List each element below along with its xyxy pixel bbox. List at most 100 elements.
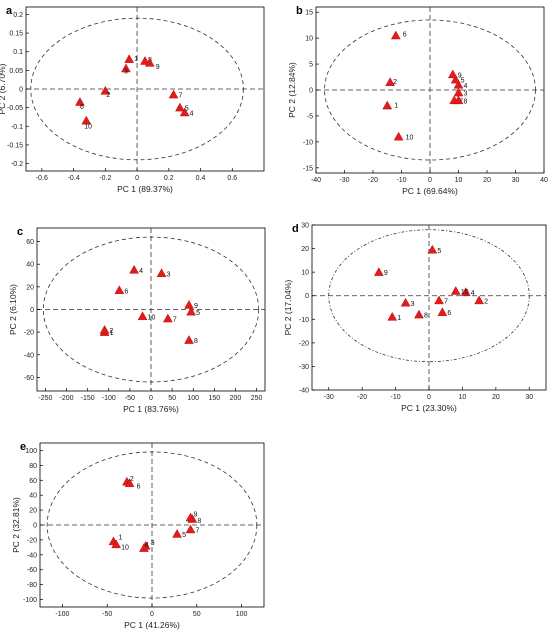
x-tick-label: -100: [102, 395, 116, 402]
x-tick-label: -10: [391, 394, 401, 401]
data-point-label: 8: [197, 518, 201, 525]
data-point-label: 4: [464, 83, 468, 90]
data-point-marker: [81, 115, 92, 125]
y-tick-label: -60: [27, 567, 37, 574]
data-point-label: 10: [148, 314, 156, 321]
y-axis-label: PC 2 (6.70%): [0, 63, 7, 114]
data-point-label: 5: [461, 78, 465, 85]
y-tick-label: -40: [299, 388, 309, 395]
y-tick-label: 0: [33, 523, 37, 530]
y-tick-label: -0.2: [11, 161, 23, 168]
data-point-marker: [450, 74, 461, 84]
data-point-marker: [447, 69, 458, 79]
data-point-marker: [382, 100, 393, 110]
data-point-label: 8: [424, 313, 428, 320]
data-point-label: 6: [80, 104, 84, 111]
y-tick-label: 15: [305, 10, 313, 17]
data-point-marker: [184, 335, 194, 344]
data-point-label: 3: [167, 271, 171, 278]
data-point-label: 3: [124, 69, 128, 76]
data-point-label: 9: [194, 512, 198, 519]
x-tick-label: -200: [60, 395, 74, 402]
x-axis-label: PC 1 (41.26%): [124, 620, 180, 630]
data-point-label: 2: [130, 476, 134, 483]
y-tick-label: -10: [299, 317, 309, 324]
y-tick-label: 0: [19, 87, 23, 94]
data-point-marker: [124, 478, 135, 487]
y-tick-label: -0.05: [7, 105, 23, 112]
x-tick-label: 0.2: [164, 175, 174, 182]
data-point-label: 1: [110, 330, 114, 337]
x-tick-label: 30: [525, 394, 533, 401]
x-tick-label: 20: [492, 394, 500, 401]
data-point-label: 5: [196, 310, 200, 317]
data-point-label: 1: [397, 315, 401, 322]
data-point-marker: [185, 524, 196, 534]
x-axis-label: PC 1 (89.37%): [117, 184, 173, 194]
x-tick-label: -100: [55, 611, 69, 618]
x-tick-label: -10: [396, 177, 406, 184]
x-tick-label: -40: [311, 177, 321, 184]
y-tick-label: -80: [27, 582, 37, 589]
y-tick-label: 0.15: [9, 31, 23, 38]
y-tick-label: 20: [301, 246, 309, 253]
data-point-label: 7: [196, 527, 200, 534]
data-point-marker: [427, 244, 438, 254]
data-point-label: 9: [194, 303, 198, 310]
data-point-label: 7: [173, 317, 177, 324]
panel-letter: a: [6, 5, 13, 17]
x-tick-label: -250: [38, 395, 52, 402]
x-tick-label: 10: [455, 177, 463, 184]
x-tick-label: -50: [125, 395, 135, 402]
y-tick-label: 0.05: [9, 68, 23, 75]
x-tick-label: -150: [81, 395, 95, 402]
data-point-label: 10: [121, 544, 129, 551]
y-tick-label: 0: [309, 88, 313, 95]
y-tick-label: 10: [301, 270, 309, 277]
y-axis-label: PC 2 (12.84%): [287, 62, 297, 118]
y-tick-label: 20: [26, 284, 34, 291]
data-point-marker: [400, 297, 411, 307]
data-point-marker: [75, 97, 85, 106]
data-point-label: 6: [403, 32, 407, 39]
data-point-label: 6: [447, 310, 451, 317]
y-tick-label: 80: [29, 463, 37, 470]
data-point-label: 3: [411, 301, 415, 308]
y-tick-label: -10: [303, 139, 313, 146]
data-point-label: 5: [182, 532, 186, 539]
x-tick-label: 0: [135, 175, 139, 182]
data-point-marker: [100, 85, 111, 95]
x-tick-label: 40: [540, 177, 548, 184]
y-tick-label: -0.15: [7, 142, 23, 149]
panel-d: -30 -20 -10 0 10 20 30 -40 -30 -20 -10 0 10 20 30 PC 1 …: [283, 223, 547, 413]
x-axis-label: PC 1 (83.76%): [123, 404, 179, 414]
y-tick-label: -0.1: [11, 124, 23, 131]
x-tick-label: 0.6: [227, 175, 237, 182]
x-tick-label: -0.2: [99, 175, 111, 182]
panel-letter: e: [20, 441, 26, 453]
y-tick-label: 100: [25, 448, 37, 455]
x-tick-label: 150: [208, 395, 220, 402]
data-point-marker: [414, 309, 424, 319]
y-tick-label: -5: [307, 113, 313, 120]
panel-a: -0.6 -0.4 -0.2 0 0.2 0.4 0.6 -0.2 -0.15 -0.1 -0.05…: [0, 5, 265, 194]
data-point-label: 9: [458, 72, 462, 79]
data-point-label: 1: [118, 534, 122, 541]
x-tick-label: 200: [230, 395, 242, 402]
data-point-marker: [387, 312, 398, 321]
data-point-marker: [172, 529, 182, 538]
data-point-marker: [168, 89, 179, 99]
y-tick-label: -30: [299, 364, 309, 371]
data-point-marker: [144, 58, 155, 67]
data-point-label: 3: [151, 540, 155, 547]
data-point-marker: [474, 295, 484, 305]
data-point-label: 1: [394, 103, 398, 110]
x-tick-label: 50: [168, 395, 176, 402]
panel-c: -250 -200 -150 -100 -50 0 50 100 150 200 250-60-40…: [8, 226, 266, 414]
data-point-marker: [393, 131, 404, 141]
y-axis-label: PC 2 (32.81%): [11, 497, 21, 553]
data-point-marker: [114, 285, 125, 294]
panel-letter: d: [292, 223, 299, 235]
